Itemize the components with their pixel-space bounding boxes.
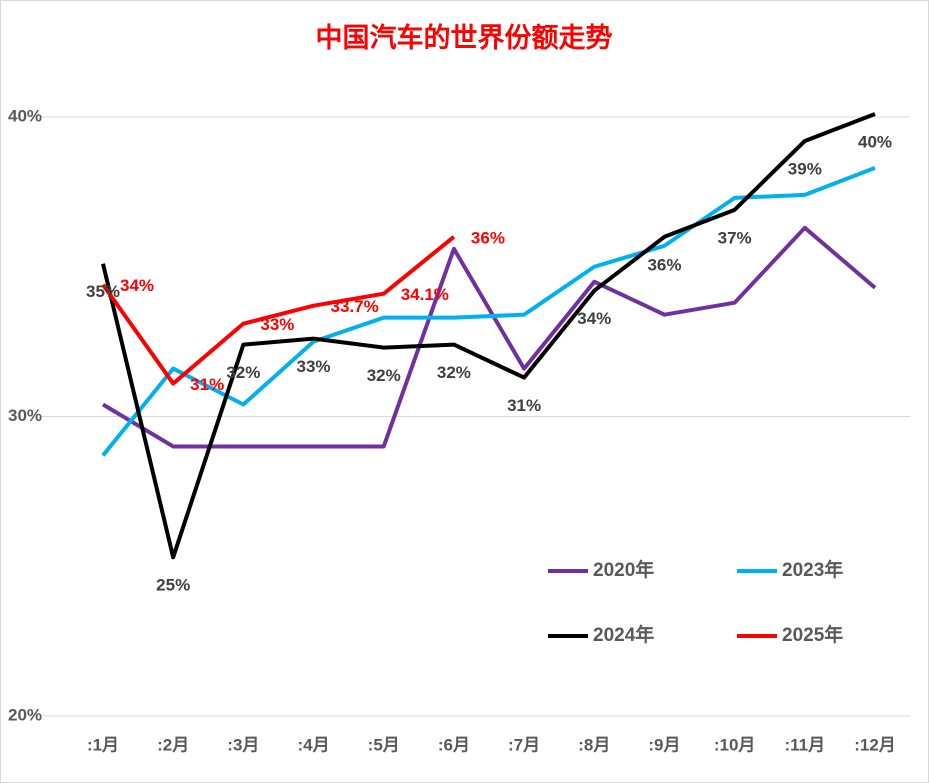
data-label: 34%	[120, 276, 154, 295]
data-label: 33%	[260, 315, 294, 334]
chart-title: 中国汽车的世界份额走势	[316, 22, 613, 53]
x-tick-label: :6月	[438, 735, 470, 754]
series-line	[101, 235, 456, 386]
data-label: 37%	[718, 228, 752, 247]
legend-label: 2023年	[782, 558, 843, 581]
x-tick-label: :2月	[157, 735, 189, 754]
data-label: 36%	[647, 255, 681, 274]
data-label: 31%	[507, 396, 541, 415]
x-tick-label: :4月	[297, 735, 329, 754]
legend-label: 2020年	[593, 558, 654, 581]
x-tick-label: :7月	[508, 735, 540, 754]
x-tick-label: :3月	[227, 735, 259, 754]
data-label: 31%	[190, 375, 224, 394]
data-label: 33.7%	[331, 297, 379, 316]
legend-label: 2025年	[782, 623, 843, 646]
x-tick-label: :1月	[87, 735, 119, 754]
y-tick-label: 20%	[8, 705, 42, 724]
x-tick-label: :9月	[648, 735, 680, 754]
data-label: 32%	[226, 363, 260, 382]
y-tick-label: 30%	[8, 406, 42, 425]
data-label: 36%	[471, 228, 505, 247]
data-label: 35%	[86, 282, 120, 301]
series-line	[101, 112, 876, 560]
data-label: 32%	[367, 366, 401, 385]
data-label: 34%	[577, 309, 611, 328]
x-tick-label: :10月	[714, 735, 756, 754]
data-label: 34.1%	[401, 285, 449, 304]
x-tick-label: :5月	[368, 735, 400, 754]
data-label: 25%	[156, 576, 190, 595]
legend-label: 2024年	[593, 623, 654, 646]
data-label: 40%	[858, 132, 892, 151]
x-tick-label: :12月	[854, 735, 896, 754]
y-tick-label: 40%	[8, 106, 42, 125]
series-line	[101, 225, 877, 449]
data-label: 33%	[297, 357, 331, 376]
data-label: 32%	[437, 363, 471, 382]
x-tick-label: :11月	[784, 735, 825, 754]
data-label: 39%	[788, 159, 822, 178]
x-tick-label: :8月	[578, 735, 610, 754]
